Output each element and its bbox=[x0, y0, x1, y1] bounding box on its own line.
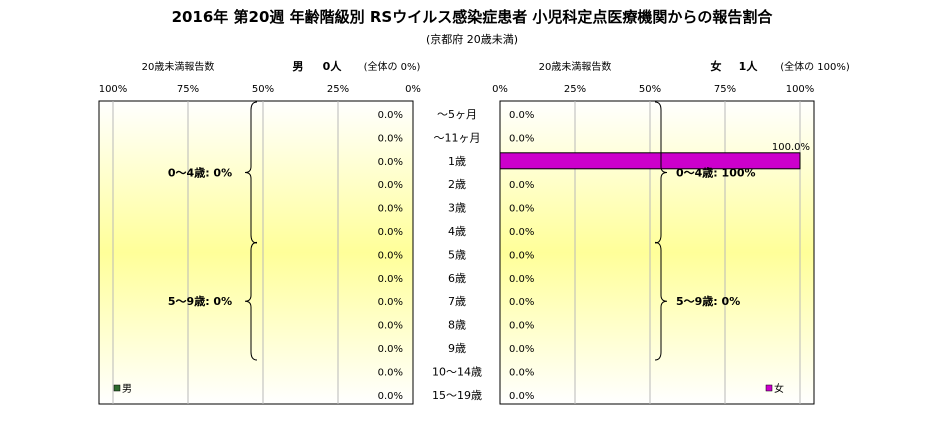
male-legend-label: 男 bbox=[122, 383, 132, 395]
female-value-label: 0.0% bbox=[509, 133, 534, 144]
female-value-label: 0.0% bbox=[509, 274, 534, 285]
male-value-label: 0.0% bbox=[378, 297, 403, 308]
bars bbox=[499, 152, 801, 170]
plot-backgrounds bbox=[98, 100, 815, 405]
female-value-label: 0.0% bbox=[509, 227, 534, 238]
male-group-bracket bbox=[244, 241, 258, 361]
male-value-label: 0.0% bbox=[378, 133, 403, 144]
age-group-brackets: 0～4歳: 0% 5～9歳: 0% 0～4歳: 100% 5～9歳: 0% bbox=[168, 101, 756, 361]
age-label: 5歳 bbox=[448, 248, 466, 261]
male-tick-label: 25% bbox=[327, 84, 349, 95]
male-header-gender: 男 bbox=[293, 60, 304, 73]
tick-labels: 0% 0% 25% 25% 50% 50% 75% 75% 100% 100% bbox=[99, 84, 815, 95]
female-group-label: 0～4歳: 100% bbox=[676, 166, 756, 180]
female-tick-label: 25% bbox=[564, 84, 586, 95]
chart-title: 2016年 第20週 年齢階級別 RSウイルス感染症患者 小児科定点医療機関から… bbox=[172, 8, 774, 26]
legend: 男女 bbox=[113, 382, 784, 395]
female-value-label: 0.0% bbox=[509, 321, 534, 332]
female-tick-label: 100% bbox=[786, 84, 815, 95]
age-label: 4歳 bbox=[448, 225, 466, 238]
male-header-count: 0人 bbox=[323, 59, 343, 73]
male-plot-area bbox=[98, 100, 414, 405]
male-tick-label: 0% bbox=[405, 84, 421, 95]
female-tick-label: 0% bbox=[492, 84, 508, 95]
female-value-label: 0.0% bbox=[509, 297, 534, 308]
male-value-label: 0.0% bbox=[378, 157, 403, 168]
female-plot-area bbox=[499, 100, 815, 405]
age-label: ～5ヶ月 bbox=[437, 108, 477, 121]
chart-subtitle: (京都府 20歳未満) bbox=[426, 32, 518, 46]
male-value-label: 0.0% bbox=[378, 204, 403, 215]
age-label: 9歳 bbox=[448, 342, 466, 355]
male-header-share: (全体の 0%) bbox=[364, 60, 421, 73]
male-value-label: 0.0% bbox=[378, 274, 403, 285]
male-value-label: 0.0% bbox=[378, 250, 403, 261]
male-group-label: 5～9歳: 0% bbox=[168, 294, 232, 308]
female-value-label: 0.0% bbox=[509, 250, 534, 261]
male-header-label: 20歳未満報告数 bbox=[142, 60, 215, 73]
female-bar bbox=[499, 152, 801, 170]
female-legend-swatch bbox=[765, 384, 773, 392]
female-header-count: 1人 bbox=[739, 59, 759, 73]
male-tick-label: 75% bbox=[177, 84, 199, 95]
female-value-label: 0.0% bbox=[509, 204, 534, 215]
gridlines bbox=[112, 101, 801, 404]
male-value-label: 0.0% bbox=[378, 344, 403, 355]
female-legend-label: 女 bbox=[774, 382, 784, 395]
female-header-share: (全体の 100%) bbox=[780, 60, 850, 73]
male-legend-swatch bbox=[113, 384, 121, 392]
male-value-label: 0.0% bbox=[378, 110, 403, 121]
value-labels: 0.0% 0.0% 0.0% 0.0% 0.0% 100.0% 0.0% 0.0% 0.0% 0.… bbox=[378, 110, 810, 402]
male-value-label: 0.0% bbox=[378, 391, 403, 402]
male-value-label: 0.0% bbox=[378, 227, 403, 238]
age-category-labels: ～5ヶ月 ～11ヶ月 1歳 2歳 3歳 4歳 5歳 6歳 7歳 8歳 9歳 10～14歳 15～19歳 bbox=[432, 108, 482, 402]
male-tick-label: 100% bbox=[99, 84, 128, 95]
female-value-label: 0.0% bbox=[509, 391, 534, 402]
male-value-label: 0.0% bbox=[378, 367, 403, 378]
female-header-gender: 女 bbox=[711, 59, 722, 73]
age-label: 10～14歳 bbox=[432, 365, 482, 378]
female-group-bracket bbox=[654, 241, 668, 361]
male-group-bracket bbox=[244, 101, 258, 244]
female-value-label: 0.0% bbox=[509, 180, 534, 191]
female-tick-label: 50% bbox=[639, 84, 661, 95]
age-label: 8歳 bbox=[448, 319, 466, 332]
male-value-label: 0.0% bbox=[378, 180, 403, 191]
female-value-label: 0.0% bbox=[509, 367, 534, 378]
female-value-label: 100.0% bbox=[772, 142, 810, 153]
age-label: 7歳 bbox=[448, 295, 466, 308]
female-header-label: 20歳未満報告数 bbox=[539, 60, 612, 73]
age-label: 6歳 bbox=[448, 272, 466, 285]
age-label: 15～19歳 bbox=[432, 389, 482, 402]
female-value-label: 0.0% bbox=[509, 110, 534, 121]
male-group-label: 0～4歳: 0% bbox=[168, 166, 232, 180]
female-group-bracket bbox=[654, 101, 668, 244]
age-label: 2歳 bbox=[448, 178, 466, 191]
female-group-label: 5～9歳: 0% bbox=[676, 294, 740, 308]
age-label: 3歳 bbox=[448, 202, 466, 215]
age-label: ～11ヶ月 bbox=[434, 131, 481, 144]
male-value-label: 0.0% bbox=[378, 321, 403, 332]
age-label: 1歳 bbox=[448, 155, 466, 168]
female-value-label: 0.0% bbox=[509, 344, 534, 355]
male-tick-label: 50% bbox=[252, 84, 274, 95]
female-tick-label: 75% bbox=[714, 84, 736, 95]
